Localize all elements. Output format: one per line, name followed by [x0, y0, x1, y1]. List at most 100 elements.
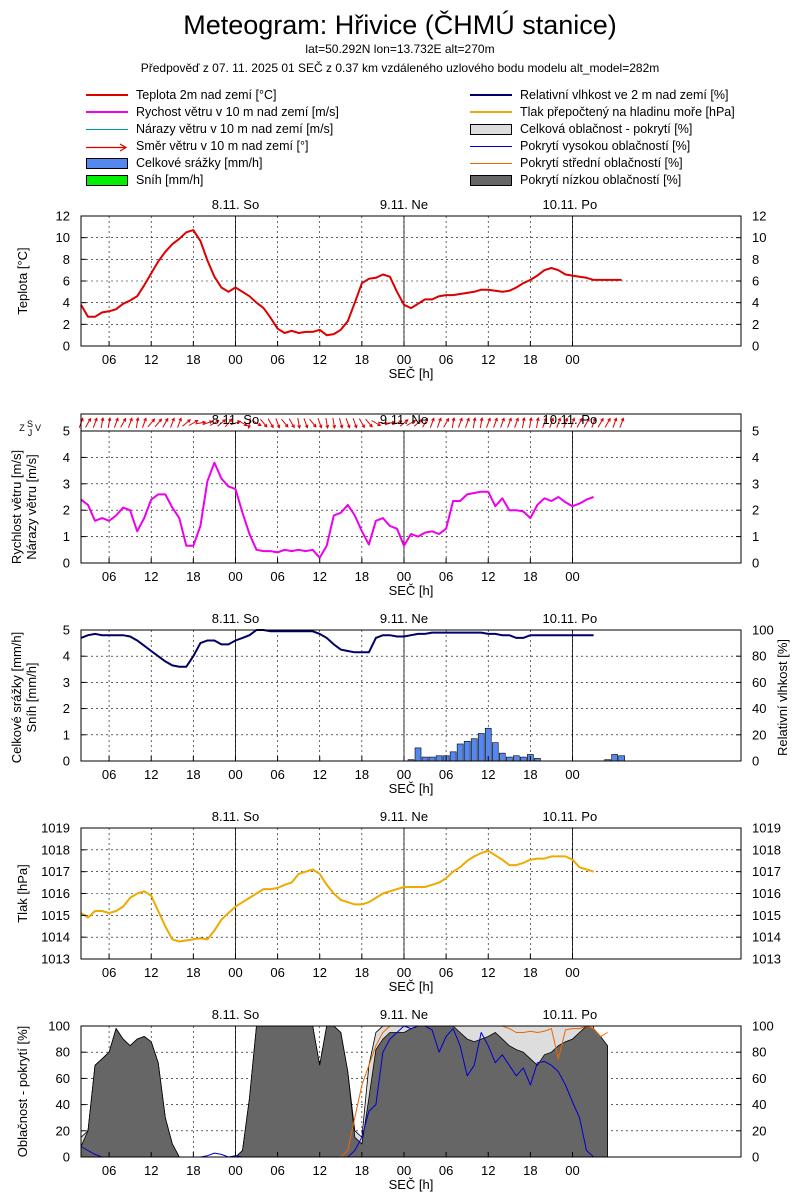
y-tick-label: 10 [56, 230, 70, 245]
wind-arrow-head [187, 419, 191, 423]
y-tick-label: 1013 [41, 952, 70, 967]
x-tick-label: 06 [439, 767, 453, 782]
wind-arrow [352, 418, 358, 429]
wind-arrow [479, 417, 484, 429]
wind-arrow-shaft [309, 418, 317, 428]
wind-arrow [339, 418, 344, 429]
x-tick-label: 12 [481, 1163, 495, 1178]
y-tick-label: 0 [63, 556, 70, 571]
wind-arrow-shaft [317, 418, 322, 428]
axes-precip [80, 629, 742, 762]
wind-arrow-head [284, 423, 289, 428]
wind-arrow-head [438, 417, 442, 422]
wind-arrow [358, 418, 365, 429]
wind-arrow [325, 417, 330, 429]
wind-arrow-shaft [202, 420, 213, 426]
wind-arrow [170, 417, 175, 428]
wind-arrow-shaft [162, 418, 169, 428]
wind-arrow-head [607, 417, 611, 422]
y-tick-label-right: 8 [752, 252, 759, 267]
wind-arrow-shaft [135, 417, 139, 429]
wind-arrow [443, 417, 450, 428]
wind-arrow-head [600, 417, 604, 422]
wind-arrow [570, 417, 576, 428]
y-tick-label: 0 [63, 339, 70, 354]
panel-temp [80, 216, 741, 346]
wind-arrow-shaft [583, 418, 590, 428]
y-tick-label: 1 [63, 529, 70, 544]
day-label: 8.11. So [212, 611, 259, 626]
wind-arrow-shaft [127, 418, 133, 428]
y-tick-label-right: 2 [752, 503, 759, 518]
y-tick-label-right: 0 [752, 556, 759, 571]
wind-arrow-head [304, 424, 309, 429]
wind-arrow [371, 420, 382, 427]
y-tick-label: 3 [63, 675, 70, 690]
y-axis-label: Celkové srážky [mm/h] [9, 632, 24, 763]
wind-arrow-shaft [443, 418, 450, 428]
panel-pressure [80, 828, 741, 959]
wind-arrow-head [263, 423, 268, 428]
wind-arrow-shaft [536, 417, 539, 429]
wind-arrow-shaft [549, 418, 554, 428]
x-tick-label: 00 [228, 767, 242, 782]
x-tick-label: 18 [355, 352, 369, 367]
y-tick-label: 1016 [41, 886, 70, 901]
day-label: 9.11. Ne [380, 1007, 428, 1022]
y-tick-label: 2 [63, 503, 70, 518]
y-tick-label-right: 1013 [752, 952, 781, 967]
wind-arrow-head [158, 418, 163, 423]
wind-arrow-head [228, 418, 233, 423]
wind-arrow [500, 417, 505, 428]
wind-arrow-head [431, 417, 435, 422]
wind-arrow-head [515, 417, 519, 422]
precip-bar [435, 755, 443, 762]
wind-arrow-shaft [472, 417, 476, 429]
wind-arrow [202, 420, 214, 426]
wind-arrow [247, 417, 251, 429]
x-tick-label: 06 [102, 965, 116, 980]
wind-arrow-shaft [217, 419, 226, 427]
wind-arrow-shaft [345, 418, 350, 428]
wind-arrow [267, 418, 274, 429]
wind-arrow [281, 418, 289, 428]
precip-bar [611, 754, 618, 762]
y-tick-label: 100 [48, 1019, 70, 1034]
arrow-icon [86, 143, 128, 152]
wind-arrow-head [135, 417, 140, 422]
wind-arrow-head [412, 419, 417, 424]
wind-arrow-head [459, 417, 463, 422]
y-tick-label: 0 [63, 1150, 70, 1165]
y-tick-label-right: 60 [752, 675, 766, 690]
legend-swatch [86, 94, 128, 96]
wind-arrow [142, 417, 147, 428]
wind-arrow-head [571, 417, 576, 422]
wind-arrow-shaft [303, 418, 308, 428]
wind-arrow-head [472, 417, 477, 422]
y-axis-label: Oblačnost - pokrytí [%] [15, 1026, 30, 1158]
wind-arrow [583, 417, 590, 428]
wind-arrow-shaft [392, 420, 402, 426]
y-tick-label-right: 6 [752, 274, 759, 289]
wind-arrow [177, 417, 182, 428]
y-tick-label: 60 [56, 1071, 70, 1086]
x-tick-label: 06 [270, 1163, 284, 1178]
x-tick-label: 06 [439, 1163, 453, 1178]
wind-arrow [188, 419, 199, 426]
x-tick-label: 12 [144, 767, 158, 782]
wind-arrow [100, 417, 105, 429]
y-tick-label-right: 1015 [752, 908, 781, 923]
wind-arrow [182, 419, 191, 427]
day-label: 10.11. Po [542, 1007, 597, 1022]
y-tick-label: 1015 [41, 908, 70, 923]
x-tick-label: 06 [270, 352, 284, 367]
wind-arrow-head [143, 417, 147, 422]
day-label: 10.11. Po [542, 611, 597, 626]
day-label: 9.11. Ne [380, 611, 428, 626]
wind-arrow-head [257, 422, 262, 427]
x-axis-label: SEČ [h] [389, 583, 434, 598]
precip-bar [520, 756, 527, 762]
wind-arrow [542, 417, 548, 428]
wind-arrow-head [508, 417, 512, 422]
